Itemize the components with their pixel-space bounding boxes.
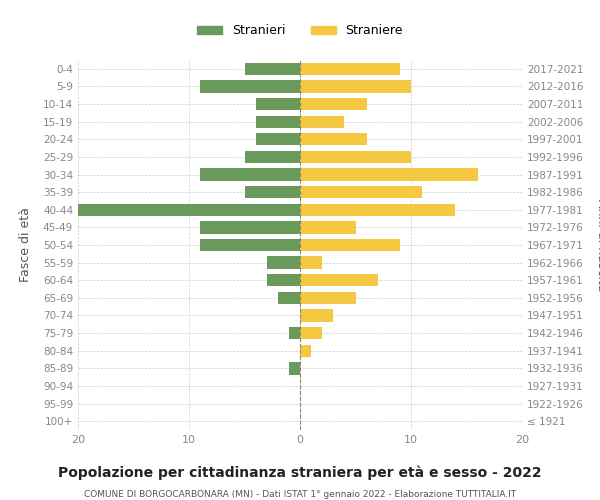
Y-axis label: Fasce di età: Fasce di età <box>19 208 32 282</box>
Bar <box>78 204 300 216</box>
Bar <box>289 327 300 340</box>
Text: Popolazione per cittadinanza straniera per età e sesso - 2022: Popolazione per cittadinanza straniera p… <box>58 465 542 479</box>
Bar <box>300 274 378 286</box>
Legend: Stranieri, Straniere: Stranieri, Straniere <box>191 18 409 44</box>
Bar <box>300 98 367 110</box>
Bar <box>300 256 322 269</box>
Bar <box>300 310 334 322</box>
Bar <box>200 168 300 180</box>
Bar <box>300 62 400 75</box>
Bar <box>300 150 411 163</box>
Text: COMUNE DI BORGOCARBONARA (MN) - Dati ISTAT 1° gennaio 2022 - Elaborazione TUTTIT: COMUNE DI BORGOCARBONARA (MN) - Dati IST… <box>84 490 516 499</box>
Bar <box>256 98 300 110</box>
Bar <box>300 204 455 216</box>
Bar <box>200 239 300 251</box>
Bar <box>300 292 355 304</box>
Bar <box>245 186 300 198</box>
Bar <box>300 186 422 198</box>
Bar <box>256 133 300 145</box>
Bar <box>300 133 367 145</box>
Y-axis label: Anni di nascita: Anni di nascita <box>595 198 600 291</box>
Bar <box>200 221 300 234</box>
Bar <box>289 362 300 374</box>
Bar <box>300 221 355 234</box>
Bar <box>256 116 300 128</box>
Bar <box>300 239 400 251</box>
Bar <box>278 292 300 304</box>
Bar <box>300 168 478 180</box>
Bar <box>245 150 300 163</box>
Bar <box>300 344 311 357</box>
Bar <box>245 62 300 75</box>
Bar <box>200 80 300 92</box>
Bar <box>266 274 300 286</box>
Bar <box>300 80 411 92</box>
Bar <box>300 116 344 128</box>
Bar <box>300 327 322 340</box>
Bar <box>266 256 300 269</box>
